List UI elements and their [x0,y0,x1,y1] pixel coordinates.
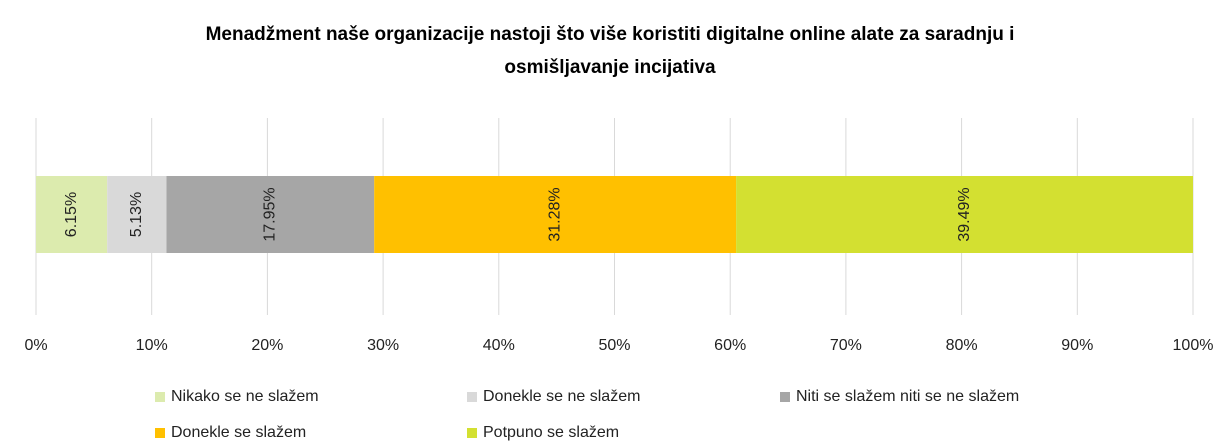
x-tick-label: 80% [946,337,978,354]
x-tick-label: 30% [367,337,399,354]
data-label: 39.49% [956,187,973,241]
data-label: 6.15% [63,192,80,237]
legend-label: Niti se slažem niti se ne slažem [796,388,1019,405]
x-tick-label: 20% [251,337,283,354]
legend-label: Donekle se ne slažem [483,388,640,405]
data-label: 5.13% [128,192,145,237]
x-tick-label: 60% [714,337,746,354]
chart-title: Menadžment naše organizacije nastoji što… [205,24,1015,78]
x-tick-label: 70% [830,337,862,354]
legend-swatch [467,392,477,402]
x-tick-label: 50% [598,337,630,354]
data-label: 17.95% [262,187,279,241]
x-tick-label: 10% [136,337,168,354]
legend-swatch [780,392,790,402]
legend-swatch [155,428,165,438]
x-tick-label: 0% [24,337,47,354]
bar-segment [166,176,375,253]
x-tick-label: 90% [1061,337,1093,354]
x-tick-label: 40% [483,337,515,354]
data-label: 31.28% [546,187,563,241]
bar-segment [374,176,737,253]
x-tick-label: 100% [1173,337,1214,354]
bar-segment [736,176,1193,253]
legend-label: Nikako se ne slažem [171,388,319,405]
legend-swatch [467,428,477,438]
legend-label: Potpuno se slažem [483,424,619,441]
bar-segment [107,176,167,253]
bar-segment [36,176,108,253]
legend-swatch [155,392,165,402]
legend-label: Donekle se slažem [171,424,306,441]
